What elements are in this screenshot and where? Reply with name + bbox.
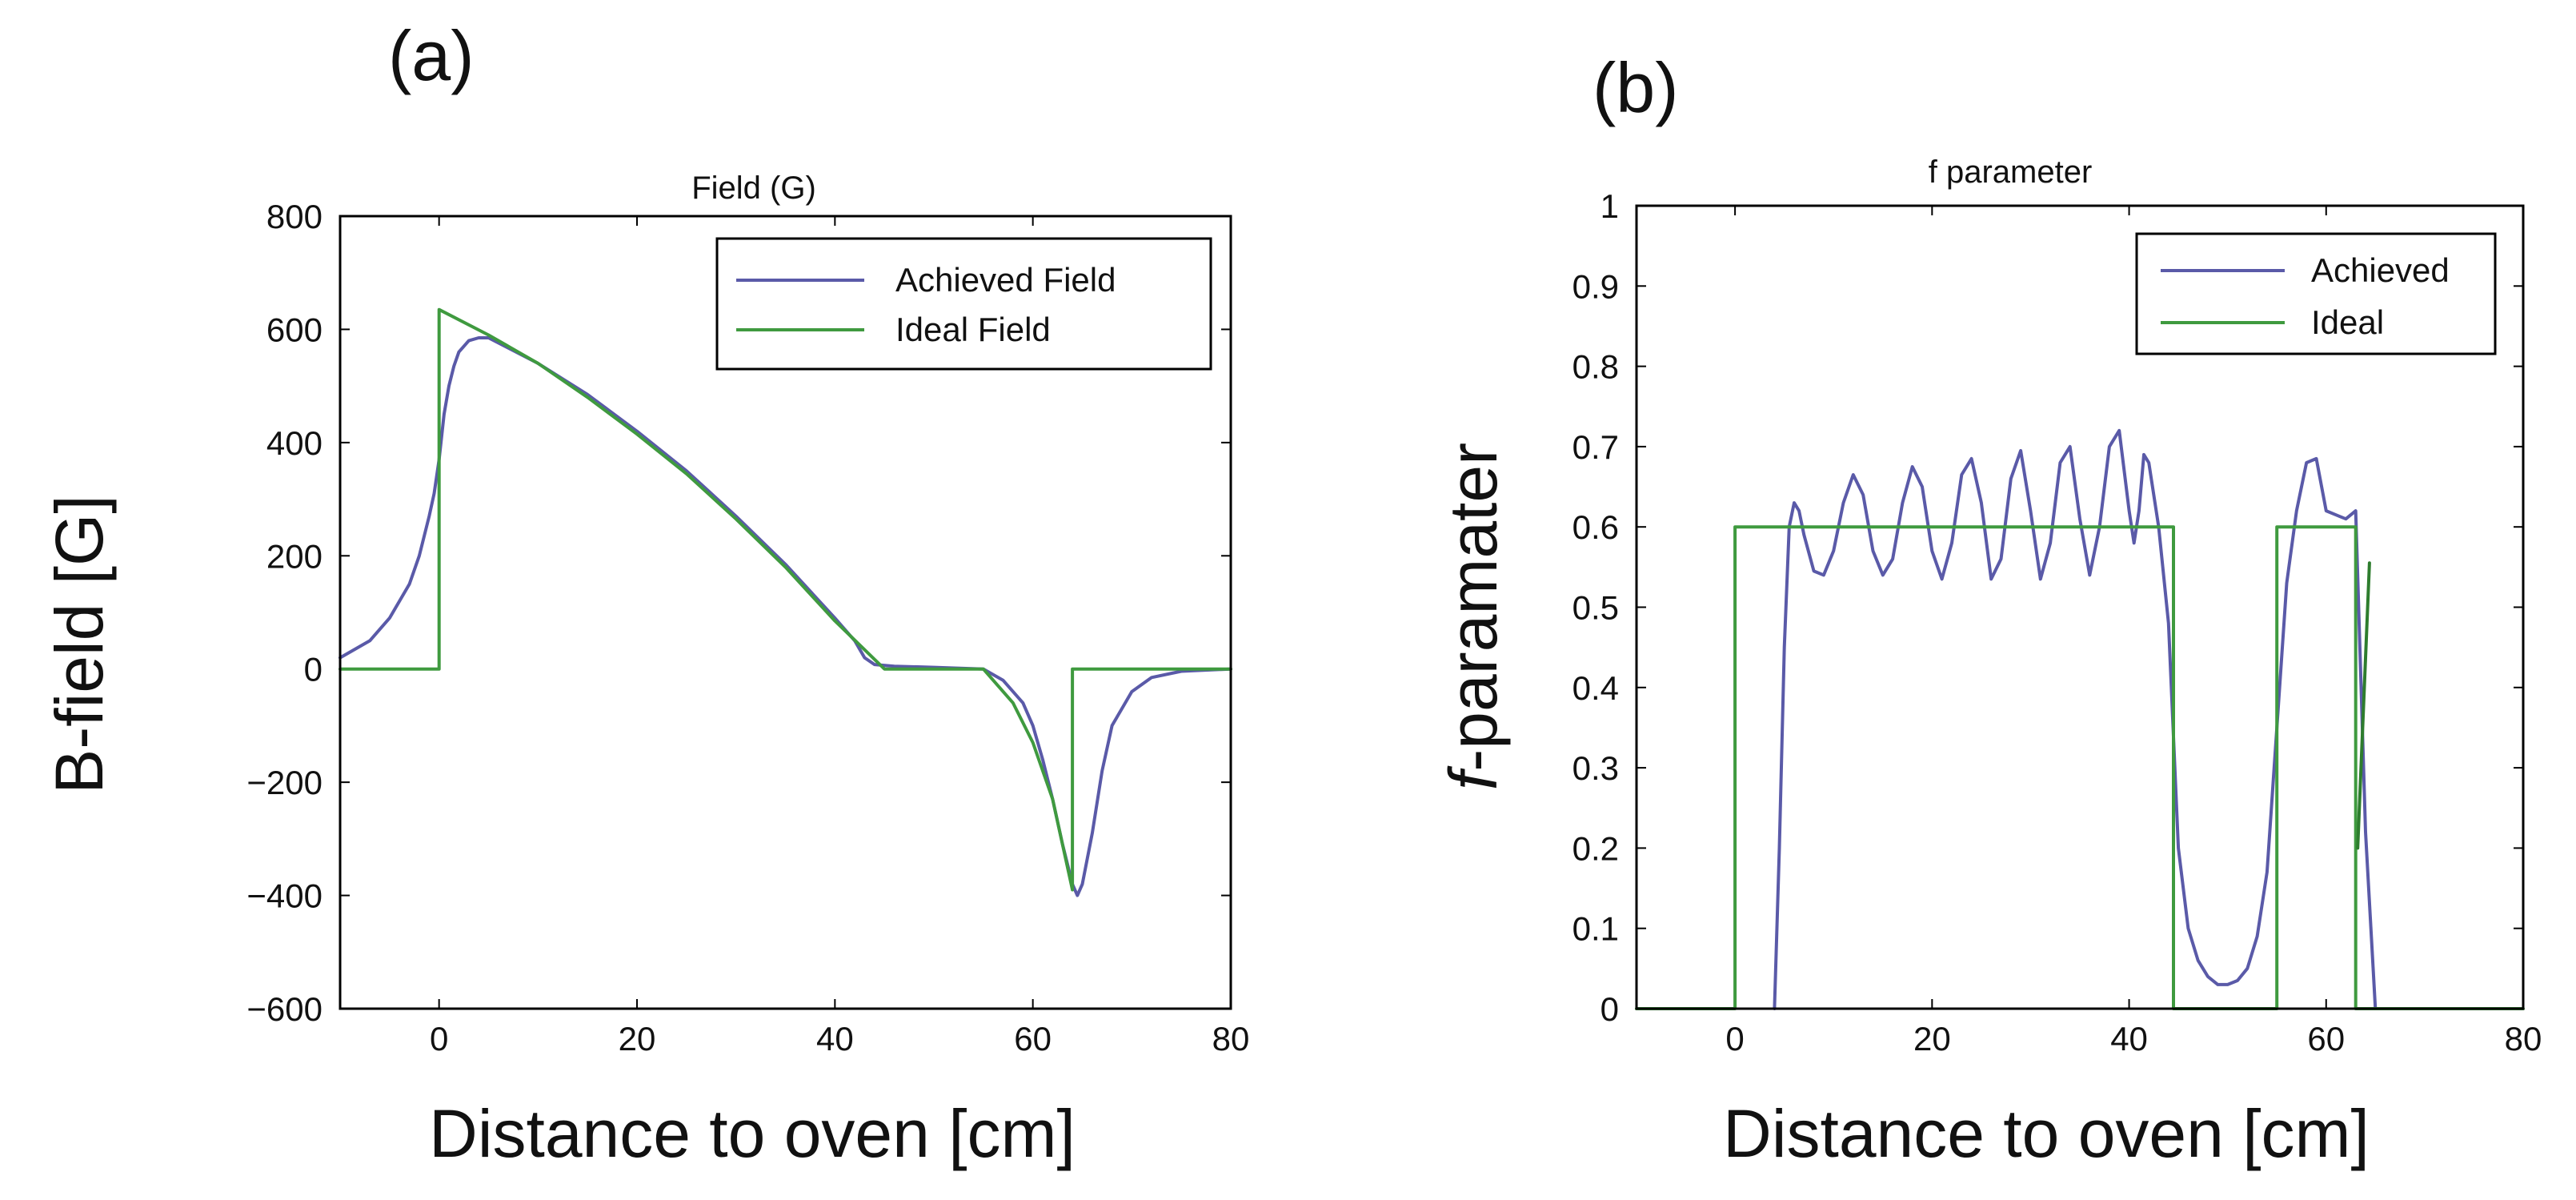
x-tick-label-b: 60 bbox=[2307, 1020, 2345, 1058]
x-tick-label-a: 40 bbox=[816, 1020, 854, 1058]
y-tick-label-a: −200 bbox=[246, 764, 323, 801]
legend-box-b bbox=[2135, 232, 2497, 355]
y-tick-label-a: −600 bbox=[246, 990, 323, 1028]
y-tick-label-b: 0.7 bbox=[1572, 428, 1619, 466]
x-ticks-b: 0 20 40 60 80 bbox=[1725, 206, 2542, 1058]
plot-frame-a bbox=[339, 215, 1232, 1010]
legend-label-ideal: Ideal bbox=[2311, 303, 2384, 341]
y-tick-label-a: 600 bbox=[266, 311, 323, 348]
x-axis-label-b: Distance to oven [cm] bbox=[1723, 1096, 2370, 1171]
series-line-b-ideal-tail bbox=[2356, 561, 2371, 850]
chart-title-b: f parameter bbox=[1929, 155, 2093, 190]
y-tick-label-a: 400 bbox=[266, 424, 323, 462]
series-line-a-ideal-field bbox=[339, 307, 1232, 892]
x-tick-label-b: 40 bbox=[2110, 1020, 2148, 1058]
y-tick-label-b: 0.1 bbox=[1572, 910, 1619, 948]
y-tick-label-b: 0.2 bbox=[1572, 829, 1619, 867]
y-tick-label-a: 0 bbox=[304, 651, 323, 688]
x-tick-label-a: 80 bbox=[1212, 1020, 1250, 1058]
y-tick-label-b: 0.8 bbox=[1572, 348, 1619, 386]
legend-label-ideal-field: Ideal Field bbox=[895, 311, 1051, 348]
x-tick-label-a: 0 bbox=[430, 1020, 448, 1058]
y-tick-label-b: 0.5 bbox=[1572, 589, 1619, 627]
x-tick-label-a: 60 bbox=[1014, 1020, 1052, 1058]
legend-a: Achieved Field Ideal Field bbox=[715, 237, 1212, 371]
series-line-b-achieved bbox=[1773, 428, 2378, 1010]
legend-box-a bbox=[715, 237, 1212, 371]
y-axis-label-b: f-paramater bbox=[1436, 443, 1511, 790]
legend-label-achieved: Achieved bbox=[2311, 251, 2450, 289]
chart-panel-b: (b) f parameter Distance to oven [cm] f-… bbox=[1436, 48, 2542, 1171]
y-tick-label-b: 0 bbox=[1600, 990, 1619, 1028]
x-tick-label-b: 80 bbox=[2505, 1020, 2542, 1058]
x-axis-label-a: Distance to oven [cm] bbox=[429, 1096, 1076, 1171]
legend-b: Achieved Ideal bbox=[2135, 232, 2497, 355]
y-tick-label-b: 0.3 bbox=[1572, 749, 1619, 787]
y-tick-label-a: 800 bbox=[266, 198, 323, 235]
y-ticks-a: −600 −400 −200 0 200 400 600 800 bbox=[246, 198, 1231, 1028]
y-tick-label-a: −400 bbox=[246, 877, 323, 915]
y-tick-label-b: 1 bbox=[1600, 187, 1619, 225]
y-axis-label-a: B-field [G] bbox=[42, 495, 117, 793]
y-ticks-b: 0 0.1 0.2 0.3 0.4 0.5 0.6 0.7 0.8 0.9 1 bbox=[1572, 187, 2523, 1028]
legend-label-achieved-field: Achieved Field bbox=[895, 261, 1116, 299]
panel-label-b: (b) bbox=[1592, 48, 1679, 127]
x-tick-label-a: 20 bbox=[619, 1020, 656, 1058]
x-tick-label-b: 0 bbox=[1725, 1020, 1744, 1058]
y-axis-label-b-text: -paramater bbox=[1436, 443, 1511, 772]
x-tick-label-b: 20 bbox=[1913, 1020, 1951, 1058]
y-tick-label-b: 0.4 bbox=[1572, 669, 1619, 707]
series-lines-a bbox=[339, 307, 1232, 897]
plot-frame-b bbox=[1635, 204, 2525, 1010]
chart-title-a: Field (G) bbox=[691, 171, 816, 206]
y-tick-label-b: 0.6 bbox=[1572, 508, 1619, 546]
y-tick-label-a: 200 bbox=[266, 537, 323, 575]
chart-panel-a: (a) Field (G) Distance to oven [cm] B-fi… bbox=[42, 16, 1249, 1171]
y-tick-label-b: 0.9 bbox=[1572, 267, 1619, 305]
panel-label-a: (a) bbox=[388, 16, 475, 95]
